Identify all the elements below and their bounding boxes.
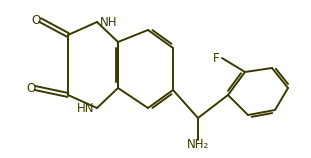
Text: HN: HN [77, 101, 94, 115]
Text: O: O [26, 82, 36, 94]
Text: NH: NH [100, 15, 118, 28]
Text: NH₂: NH₂ [187, 137, 209, 151]
Text: O: O [31, 13, 41, 27]
Text: F: F [213, 52, 220, 64]
